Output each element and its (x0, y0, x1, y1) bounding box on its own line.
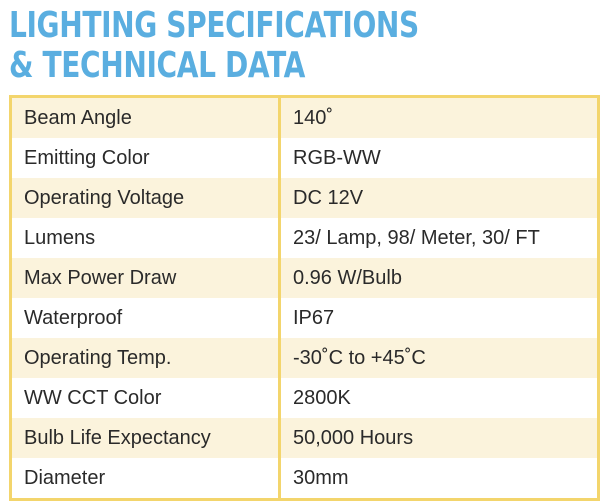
table-row: Diameter 30mm (10, 458, 599, 500)
spec-value: 2800K (279, 378, 599, 418)
title-line-2: & TECHNICAL DATA (9, 45, 305, 86)
spec-value: RGB-WW (279, 138, 599, 178)
spec-value: -30˚C to +45˚C (279, 338, 599, 378)
spec-label: Max Power Draw (10, 258, 281, 298)
spec-label: Waterproof (10, 298, 281, 338)
table-row: Emitting Color RGB-WW (10, 138, 599, 178)
spec-label: Lumens (10, 218, 281, 258)
table-row: Waterproof IP67 (10, 298, 599, 338)
table-row: Operating Temp. -30˚C to +45˚C (10, 338, 599, 378)
page-title: LIGHTING SPECIFICATIONS & TECHNICAL DATA (9, 6, 419, 86)
spec-table: Beam Angle 140˚ Emitting Color RGB-WW Op… (9, 95, 600, 501)
spec-value: 30mm (279, 458, 599, 500)
table-row: Beam Angle 140˚ (10, 96, 599, 138)
table-row: Bulb Life Expectancy 50,000 Hours (10, 418, 599, 458)
table-row: Operating Voltage DC 12V (10, 178, 599, 218)
spec-label: WW CCT Color (10, 378, 281, 418)
spec-label: Operating Voltage (10, 178, 281, 218)
spec-label: Emitting Color (10, 138, 281, 178)
title-line-1: LIGHTING SPECIFICATIONS (9, 5, 419, 46)
spec-value: DC 12V (279, 178, 599, 218)
spec-label: Beam Angle (10, 96, 281, 138)
spec-value: 140˚ (279, 96, 599, 138)
spec-value: 0.96 W/Bulb (279, 258, 599, 298)
spec-label: Operating Temp. (10, 338, 281, 378)
spec-label: Bulb Life Expectancy (10, 418, 281, 458)
table-row: Lumens 23/ Lamp, 98/ Meter, 30/ FT (10, 218, 599, 258)
spec-value: 50,000 Hours (279, 418, 599, 458)
table-row: Max Power Draw 0.96 W/Bulb (10, 258, 599, 298)
table-row: WW CCT Color 2800K (10, 378, 599, 418)
spec-label: Diameter (10, 458, 281, 500)
spec-value: IP67 (279, 298, 599, 338)
spec-value: 23/ Lamp, 98/ Meter, 30/ FT (279, 218, 599, 258)
